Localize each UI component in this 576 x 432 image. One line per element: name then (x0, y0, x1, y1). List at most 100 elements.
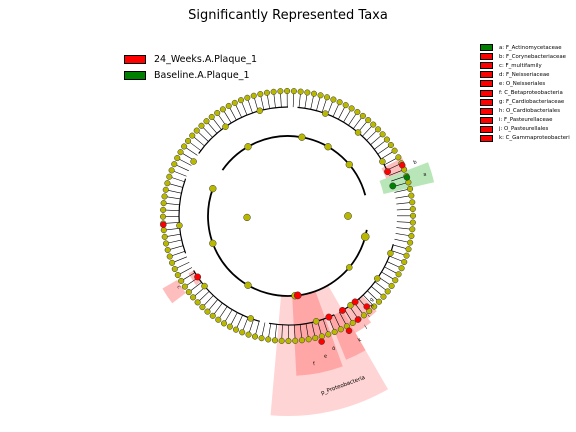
tree-node (318, 333, 325, 340)
tree-node (243, 213, 251, 222)
order-arc (178, 178, 187, 254)
tree-nodes (159, 87, 417, 345)
tree-node (392, 277, 399, 284)
tree-node (337, 326, 344, 333)
tree-node (339, 306, 346, 314)
tree-node (181, 143, 188, 150)
tree-node (174, 155, 181, 162)
tree-node (363, 303, 370, 310)
tree-node (383, 136, 390, 143)
tree-node (201, 282, 208, 290)
tree-node (398, 265, 405, 272)
tree-node (318, 338, 325, 345)
tree-node (304, 89, 311, 96)
tree-node (171, 161, 178, 168)
tree-node (310, 90, 318, 97)
tree-node (194, 299, 201, 306)
taxa-label: f: C_Betaproteobacteria (499, 90, 563, 97)
tree-node (222, 123, 229, 130)
tree-node (160, 200, 167, 207)
tree-node (237, 97, 245, 104)
taxa-legend-item: e: O_Neisseriales (480, 79, 570, 88)
tree-node (298, 133, 306, 141)
tree-node (388, 282, 395, 289)
tree-node (169, 259, 176, 266)
clade-shade (292, 291, 343, 376)
group-swatch (124, 70, 146, 80)
tree-node (257, 91, 264, 98)
group-swatch (124, 54, 146, 64)
tree-node (408, 192, 415, 199)
clade-label: a (423, 171, 428, 178)
tree-node (354, 316, 362, 323)
tree-node (351, 298, 359, 306)
tree-node (209, 239, 217, 248)
tree-node (164, 180, 171, 187)
clade-label: i (366, 313, 371, 318)
tree-node (171, 265, 178, 273)
group-legend-item: 24_Weeks.A.Plaque_1 (124, 51, 257, 67)
taxa-legend-item: i: F_Pasteurellaceae (480, 116, 570, 125)
tree-node (409, 212, 417, 219)
tree-node (164, 246, 171, 254)
tree-node (401, 258, 408, 266)
tree-node (208, 113, 215, 121)
taxa-label: g: F_Cardiobacteriaceae (499, 99, 565, 106)
tree-node (198, 122, 205, 129)
tree-node (342, 102, 349, 109)
tree-node (409, 205, 416, 213)
tree-node (160, 221, 167, 228)
tree-node (265, 336, 272, 343)
taxa-swatch (480, 71, 493, 79)
tree-node (324, 143, 332, 151)
group-legend: 24_Weeks.A.Plaque_1 Baseline.A.Plaque_1 (124, 51, 257, 83)
tree-node (409, 226, 416, 233)
tree-node (346, 264, 353, 271)
clade-label: h (369, 303, 375, 309)
tree-node (406, 185, 414, 192)
tree-node (330, 96, 337, 103)
taxa-legend-item: g: F_Cardiobacteriaceae (480, 98, 570, 107)
tree-node (331, 328, 338, 336)
tree-node (317, 92, 324, 99)
taxa-legend-item: j: O_Pasteurellales (480, 125, 570, 134)
tree-node (354, 129, 362, 136)
taxa-label: b: F_Corynebacteriaceae (499, 53, 566, 60)
clade-label: k (357, 337, 363, 344)
tree-node (305, 336, 312, 343)
tree-node (322, 110, 329, 117)
order-arc (193, 270, 260, 322)
tree-node (214, 109, 221, 117)
tree-node (349, 319, 356, 326)
tree-node (409, 199, 416, 206)
tree-node (370, 121, 377, 128)
tree-node (239, 329, 246, 336)
group-label: Baseline.A.Plaque_1 (154, 69, 250, 81)
tree-node (174, 272, 181, 279)
tree-node (163, 240, 170, 247)
taxa-label: c: F_multifamily (499, 62, 542, 69)
tree-node (395, 271, 402, 278)
taxa-legend-item: c: F_multifamily (480, 61, 570, 70)
order-arc (198, 106, 289, 154)
tree-node (387, 141, 394, 149)
tree-node (204, 308, 211, 315)
tree-node (244, 143, 252, 151)
tree-node (290, 88, 297, 95)
tree-node (297, 88, 304, 95)
tree-node (344, 212, 352, 220)
tree-node (256, 107, 264, 114)
tree-node (361, 232, 370, 241)
taxa-label: j: O_Pasteurellales (499, 126, 549, 133)
taxa-label: d: F_Neisseriaceae (499, 71, 550, 78)
tree-node (405, 246, 412, 253)
tree-node (209, 312, 216, 319)
tree-node (391, 147, 398, 154)
tree-node (347, 302, 354, 309)
tree-node (325, 331, 332, 338)
taxa-label: k: C_Gammaproteobacteri (499, 135, 570, 142)
tree-node (409, 219, 416, 226)
tree-node (371, 303, 378, 310)
tree-node (190, 294, 197, 301)
